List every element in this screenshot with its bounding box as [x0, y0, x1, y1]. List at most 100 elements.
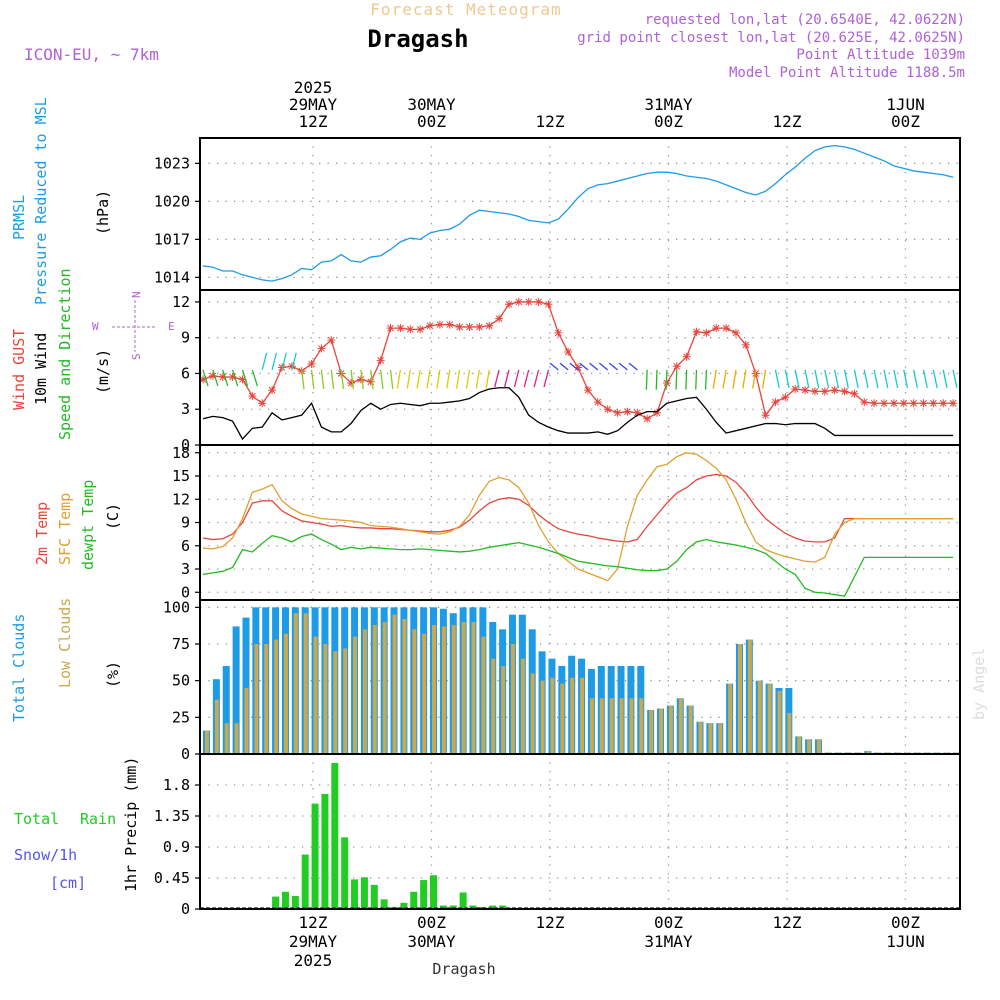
footer-location: Dragash [432, 960, 495, 978]
wind-arrow [389, 369, 394, 390]
gust-marker [386, 324, 395, 333]
wind-arrow [794, 369, 800, 388]
panel-clouds: 0 25 50 75 100 Total Clouds Low Clouds (%) [10, 598, 961, 763]
top-hour-label: 12Z [299, 112, 328, 131]
low-cloud-bar [343, 648, 348, 754]
low-cloud-bar [412, 629, 417, 754]
low-cloud-bar [678, 698, 683, 754]
gust-marker [426, 321, 435, 330]
low-cloud-bar [402, 619, 407, 754]
wind-arrow [231, 369, 239, 387]
top-hour-label: 00Z [891, 112, 920, 131]
label-dewpt-temp: dewpt Temp [79, 480, 97, 570]
top-hour-label: 00Z [417, 112, 446, 131]
wind-arrow [320, 369, 325, 390]
unit-precip: 1hr Precip (mm) [122, 757, 140, 892]
wind-arrow [426, 369, 431, 389]
wind-arrow [903, 369, 909, 388]
gust-marker [741, 340, 750, 349]
ytick-label: 0 [181, 900, 190, 918]
gust-marker [810, 387, 819, 396]
series-sfc-temp [202, 452, 954, 582]
wind-arrow [523, 369, 530, 388]
ytick-label: 3 [181, 400, 190, 418]
wind-arrow [271, 352, 278, 371]
top-date-label: 1JUN [886, 95, 925, 114]
gust-marker [504, 300, 513, 309]
wind-arrow [893, 369, 899, 388]
compass-n: N [130, 291, 143, 298]
wind-arrow [533, 369, 540, 388]
low-cloud-bar [353, 636, 358, 754]
wind-arrow [834, 369, 840, 388]
low-cloud-bar [283, 633, 288, 754]
top-hour-label: 12Z [536, 112, 565, 131]
wind-arrow [360, 369, 364, 390]
wind-arrow [241, 369, 249, 387]
requested-coords: requested lon,lat (20.6540E, 42.0622N) [645, 12, 965, 28]
rain-bar [459, 892, 467, 909]
gust-marker [534, 297, 543, 306]
low-cloud-bar [629, 698, 634, 754]
low-cloud-bar [688, 705, 693, 754]
gust-marker [791, 384, 800, 393]
wind-arrow [589, 362, 599, 371]
gust-marker [672, 362, 681, 371]
rain-bar [489, 905, 497, 909]
wind-arrow [598, 362, 609, 371]
ytick-label: 75 [172, 635, 190, 653]
gust-marker [465, 322, 474, 331]
gust-marker [495, 314, 504, 323]
model-altitude: Model Point Altitude 1188.5m [729, 65, 965, 81]
ytick-label: 1014 [154, 268, 190, 286]
ytick-label: 100 [163, 598, 190, 616]
low-cloud-bar [787, 712, 792, 754]
gust-marker [702, 328, 711, 337]
gust-marker [406, 325, 415, 334]
ytick-label: 0.9 [163, 838, 190, 856]
wind-arrow [913, 369, 918, 388]
total-cloud-bar [222, 666, 230, 754]
gust-marker [366, 377, 375, 386]
gust-marker [199, 375, 207, 384]
wind-arrow [330, 369, 335, 390]
low-cloud-bar [392, 614, 397, 754]
wind-arrow [853, 369, 859, 388]
gust-marker [524, 297, 533, 306]
low-cloud-bar [382, 622, 387, 754]
low-cloud-bar [214, 699, 219, 754]
subtitle: Forecast Meteogram [370, 0, 561, 19]
gust-marker [860, 398, 869, 407]
wind-arrow [350, 369, 354, 390]
label-pressure-msl: Pressure Reduced to MSL [32, 97, 50, 305]
label-10m-wind: 10m Wind [32, 333, 50, 405]
series-10m-wind [202, 387, 954, 441]
wind-arrow [579, 362, 589, 371]
wind-arrow [310, 369, 315, 390]
rain-bar [281, 891, 289, 909]
top-hour-label: 12Z [773, 112, 802, 131]
ytick-label: 12 [172, 490, 190, 508]
gust-marker [939, 399, 948, 408]
bottom-date-label: 30MAY [407, 932, 456, 951]
ytick-label: 0 [181, 436, 190, 454]
wind-arrow [675, 369, 678, 390]
gust-marker [682, 352, 691, 361]
label-total-clouds: Total Clouds [10, 614, 28, 722]
bottom-hour-label: 12Z [299, 913, 328, 932]
top-date-label: 29MAY [289, 95, 338, 114]
wind-arrow [301, 369, 305, 390]
rain-bar [331, 762, 339, 909]
low-cloud-bar [747, 639, 752, 754]
wind-arrow [618, 362, 628, 371]
wind-arrow [503, 369, 510, 388]
gust-marker [258, 399, 267, 408]
gust-marker [248, 392, 257, 401]
ytick-label: 0.45 [154, 869, 190, 887]
gust-marker [643, 414, 652, 423]
low-cloud-bar [461, 622, 466, 754]
model-label: ICON-EU, ~ 7km [24, 45, 159, 64]
wind-arrow [291, 352, 297, 371]
gust-marker [228, 373, 237, 382]
